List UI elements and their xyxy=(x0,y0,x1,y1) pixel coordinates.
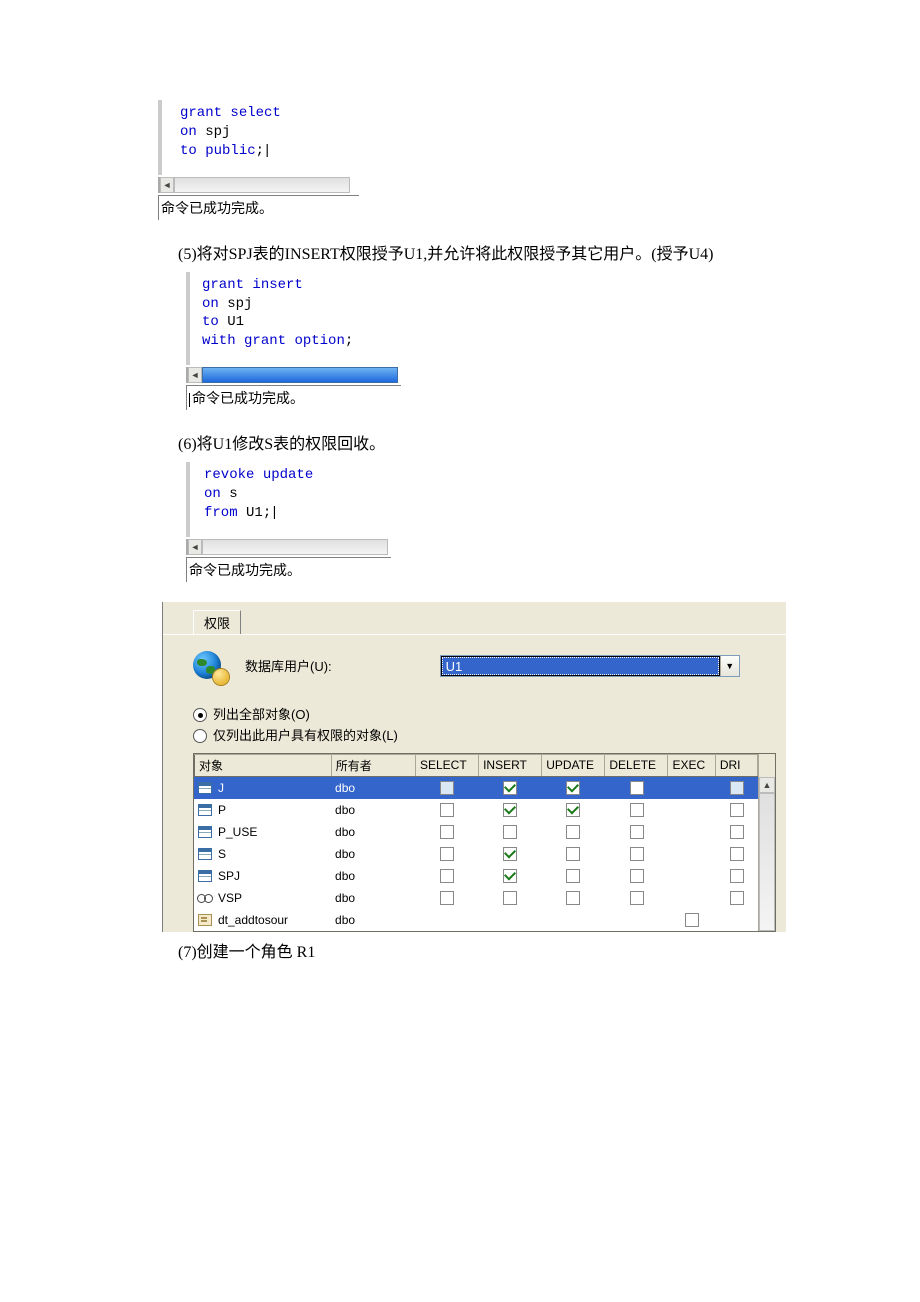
perm-checkbox[interactable] xyxy=(730,781,744,795)
col-delete[interactable]: DELETE xyxy=(605,754,668,776)
table-row[interactable]: P_USEdbo xyxy=(194,821,758,843)
scroll-track[interactable] xyxy=(202,539,388,555)
perm-checkbox[interactable] xyxy=(685,913,699,927)
col-select[interactable]: SELECT xyxy=(415,754,478,776)
perm-checkbox[interactable] xyxy=(503,803,517,817)
perm-checkbox[interactable] xyxy=(630,869,644,883)
perm-checkbox[interactable] xyxy=(730,803,744,817)
table-row[interactable]: VSPdbo xyxy=(194,887,758,909)
page: grant select on spj to public; ◄ 命令已成功完成… xyxy=(0,0,808,962)
object-filter-group: 列出全部对象(O) 仅列出此用户具有权限的对象(L) xyxy=(193,705,776,747)
perm-checkbox[interactable] xyxy=(566,825,580,839)
scroll-left-icon[interactable]: ◄ xyxy=(188,367,202,383)
perm-checkbox[interactable] xyxy=(440,847,454,861)
table-icon xyxy=(198,782,212,794)
table-icon xyxy=(198,804,212,816)
permissions-table: 对象 所有者 SELECT INSERT UPDATE DELETE EXEC … xyxy=(194,754,758,777)
permissions-dialog: 权限 数据库用户(U): U1 ▼ 列出全部对象(O) xyxy=(162,602,786,932)
col-insert[interactable]: INSERT xyxy=(479,754,542,776)
perm-checkbox[interactable] xyxy=(630,891,644,905)
code-block-2: grant insert on spj to U1 with grant opt… xyxy=(186,272,402,366)
code-block-3: revoke update on s from U1; xyxy=(186,462,394,537)
table-header-row: 对象 所有者 SELECT INSERT UPDATE DELETE EXEC … xyxy=(195,754,758,776)
col-object[interactable]: 对象 xyxy=(195,754,332,776)
perm-checkbox[interactable] xyxy=(440,781,454,795)
status-3: 命令已成功完成。 xyxy=(186,557,391,582)
col-update[interactable]: UPDATE xyxy=(542,754,605,776)
perm-checkbox[interactable] xyxy=(630,781,644,795)
perm-checkbox[interactable] xyxy=(566,869,580,883)
perm-checkbox[interactable] xyxy=(566,781,580,795)
table-row[interactable]: Jdbo xyxy=(194,777,758,799)
perm-checkbox[interactable] xyxy=(503,847,517,861)
col-dri[interactable]: DRI xyxy=(715,754,757,776)
table-row[interactable]: Pdbo xyxy=(194,799,758,821)
status-1: 命令已成功完成。 xyxy=(158,195,359,220)
radio-list-all[interactable] xyxy=(193,708,207,722)
hscrollbar-3[interactable]: ◄ xyxy=(186,539,388,555)
step-6-text: (6)将U1修改S表的权限回收。 xyxy=(178,430,808,454)
view-icon xyxy=(198,892,212,904)
col-exec[interactable]: EXEC xyxy=(668,754,715,776)
perm-checkbox[interactable] xyxy=(630,847,644,861)
perm-checkbox[interactable] xyxy=(566,891,580,905)
perm-checkbox[interactable] xyxy=(503,825,517,839)
db-user-label: 数据库用户(U): xyxy=(245,656,332,675)
tab-permissions[interactable]: 权限 xyxy=(193,610,241,634)
table-row[interactable]: dt_addtosourdbo xyxy=(194,909,758,931)
perm-checkbox[interactable] xyxy=(503,869,517,883)
perm-checkbox[interactable] xyxy=(440,803,454,817)
scroll-left-icon[interactable]: ◄ xyxy=(160,177,174,193)
code-block-1: grant select on spj to public; xyxy=(158,100,360,175)
perm-checkbox[interactable] xyxy=(730,869,744,883)
table-icon xyxy=(198,826,212,838)
perm-checkbox[interactable] xyxy=(630,803,644,817)
perm-checkbox[interactable] xyxy=(503,781,517,795)
radio-list-limited-label: 仅列出此用户具有权限的对象(L) xyxy=(213,726,398,747)
perm-checkbox[interactable] xyxy=(630,825,644,839)
scroll-left-icon[interactable]: ◄ xyxy=(188,539,202,555)
perm-checkbox[interactable] xyxy=(440,869,454,883)
perm-checkbox[interactable] xyxy=(566,847,580,861)
perm-checkbox[interactable] xyxy=(440,891,454,905)
table-icon xyxy=(198,848,212,860)
perm-checkbox[interactable] xyxy=(730,825,744,839)
perm-checkbox[interactable] xyxy=(440,825,454,839)
scroll-track[interactable] xyxy=(202,367,398,383)
status-2: 命令已成功完成。 xyxy=(186,385,401,410)
db-user-value[interactable]: U1 xyxy=(441,656,720,676)
table-icon xyxy=(198,870,212,882)
permissions-table-body: JdboPdboP_USEdboSdboSPJdboVSPdbodt_addto… xyxy=(194,777,758,931)
perm-checkbox[interactable] xyxy=(730,891,744,905)
perm-checkbox[interactable] xyxy=(566,803,580,817)
col-owner[interactable]: 所有者 xyxy=(331,754,415,776)
table-row[interactable]: SPJdbo xyxy=(194,865,758,887)
db-user-combo[interactable]: U1 ▼ xyxy=(440,655,740,677)
hscrollbar-2[interactable]: ◄ xyxy=(186,367,398,383)
radio-list-limited[interactable] xyxy=(193,729,207,743)
radio-list-all-label: 列出全部对象(O) xyxy=(213,705,310,726)
globe-user-icon xyxy=(193,649,227,683)
scroll-track[interactable] xyxy=(759,793,775,931)
table-vscrollbar[interactable]: ▲ xyxy=(758,777,775,931)
hscrollbar-1[interactable]: ◄ xyxy=(158,177,350,193)
perm-checkbox[interactable] xyxy=(503,891,517,905)
dialog-tabbar: 权限 xyxy=(163,602,786,634)
scroll-up-icon[interactable]: ▲ xyxy=(759,777,775,793)
perm-checkbox[interactable] xyxy=(730,847,744,861)
step-5-text: (5)将对SPJ表的INSERT权限授予U1,并允许将此权限授予其它用户。(授予… xyxy=(178,240,808,264)
table-row[interactable]: Sdbo xyxy=(194,843,758,865)
proc-icon xyxy=(198,914,212,926)
chevron-down-icon[interactable]: ▼ xyxy=(720,656,739,676)
step-7-text: (7)创建一个角色 R1 xyxy=(178,938,808,962)
scroll-track[interactable] xyxy=(174,177,350,193)
